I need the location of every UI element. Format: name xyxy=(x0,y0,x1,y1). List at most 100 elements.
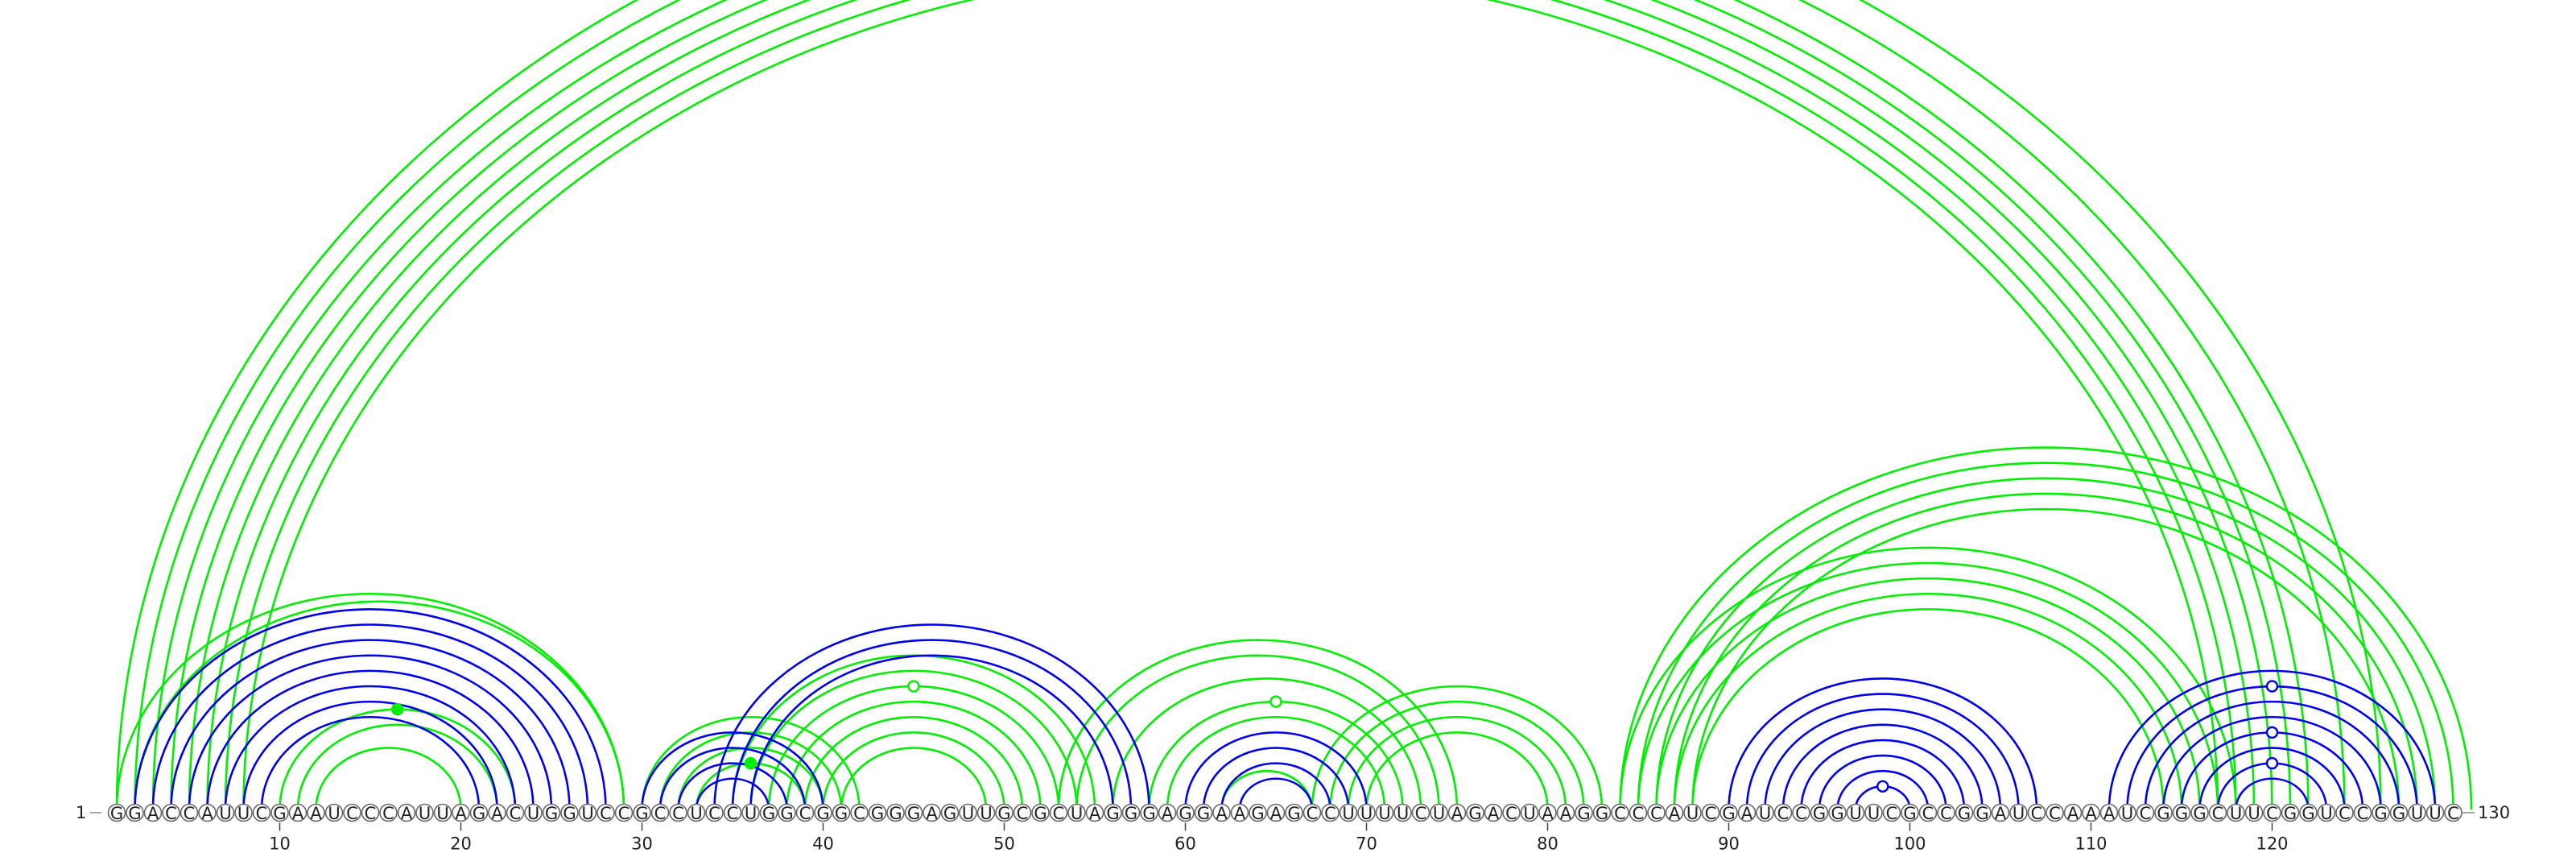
nucleotide-letter: A xyxy=(1162,804,1174,823)
nucleotide-letter: C xyxy=(1922,804,1934,823)
base-pair-arc xyxy=(1836,769,1930,810)
nucleotide-letter: U xyxy=(690,804,702,823)
highlight-markers xyxy=(391,680,2279,793)
nucleotide: U xyxy=(524,803,543,823)
base-pair-arc xyxy=(1637,462,2454,810)
base-pair-arc xyxy=(296,723,498,810)
nucleotide: C xyxy=(1411,803,1430,823)
nucleotide: G xyxy=(560,803,579,823)
base-pair-arc xyxy=(803,715,1024,810)
nucleotide-circle xyxy=(2444,803,2462,822)
nucleotide-circle xyxy=(2046,803,2064,822)
nucleotide-circle xyxy=(469,803,489,822)
nucleotide: G xyxy=(1810,803,1829,823)
nucleotide-circle xyxy=(1484,803,1503,822)
nucleotide: G xyxy=(995,803,1013,823)
nucleotide-letter: G xyxy=(1831,804,1843,823)
nucleotide-letter: C xyxy=(1705,804,1717,823)
nucleotide: C xyxy=(343,803,361,823)
nucleotide-circle xyxy=(252,803,271,822)
tick-label: 30 xyxy=(631,834,653,854)
nucleotide: G xyxy=(1140,803,1158,823)
tick-label: 60 xyxy=(1174,834,1196,854)
nucleotide-letter: A xyxy=(147,804,159,823)
nucleotide-letter: A xyxy=(1089,804,1101,823)
nucleotide-letter: U xyxy=(581,804,593,823)
arc-marker-dot xyxy=(1876,780,1889,793)
nucleotide-circle xyxy=(397,803,416,822)
nucleotide-letter: G xyxy=(1179,804,1191,823)
nucleotide-letter: C xyxy=(256,804,268,823)
nucleotide-circle xyxy=(1828,803,1847,822)
nucleotide: A xyxy=(1158,803,1177,823)
base-pair-arc xyxy=(641,715,861,810)
nucleotide: A xyxy=(198,803,217,823)
nucleotide-letter: C xyxy=(2031,804,2043,823)
nucleotide: G xyxy=(759,803,778,823)
nucleotide: G xyxy=(1828,803,1847,823)
nucleotide-circle xyxy=(633,803,651,822)
nucleotide-circle xyxy=(1937,803,1955,822)
nucleotide-letter: C xyxy=(2212,804,2224,823)
nucleotide-circle xyxy=(1973,803,1992,822)
nucleotide: U xyxy=(2118,803,2136,823)
nucleotide: U xyxy=(2408,803,2426,823)
tick-label: 80 xyxy=(1537,834,1558,854)
nucleotide-circle xyxy=(107,803,126,822)
nucleotide-letter: G xyxy=(1958,804,1971,823)
tick-label: 70 xyxy=(1356,834,1377,854)
tick-label: 50 xyxy=(993,834,1015,854)
nucleotide: A xyxy=(452,803,470,823)
nucleotide-circle xyxy=(687,803,706,822)
tick-label: 110 xyxy=(2074,834,2107,854)
nucleotide-circle xyxy=(2408,803,2426,822)
nucleotide-letter: U xyxy=(1868,804,1880,823)
nucleotide-circle xyxy=(1719,803,1738,822)
nucleotide-letter: A xyxy=(201,804,213,823)
base-pair-arc xyxy=(1075,654,1440,810)
nucleotide: G xyxy=(270,803,289,823)
nucleotide-letter: C xyxy=(2266,804,2278,823)
nucleotide-circle xyxy=(452,803,470,822)
nucleotide-circle xyxy=(506,803,525,822)
nucleotide-circle xyxy=(1411,803,1430,822)
nucleotide: C xyxy=(2046,803,2064,823)
nucleotide: U xyxy=(2244,803,2264,823)
nucleotide-circle xyxy=(940,803,960,822)
nucleotide-letter: G xyxy=(2301,804,2314,823)
nucleotide: A xyxy=(1737,803,1757,823)
nucleotide-circle xyxy=(2009,803,2028,822)
nucleotide-letter: A xyxy=(310,804,322,823)
nucleotide: C xyxy=(614,803,634,823)
nucleotide: U xyxy=(1520,803,1539,823)
nucleotide-circle xyxy=(234,803,253,822)
nucleotide-circle xyxy=(361,803,380,822)
nucleotide: A xyxy=(143,803,163,823)
tick-label: 10 xyxy=(269,834,291,854)
base-pair-arc xyxy=(677,762,788,810)
nucleotide: G xyxy=(2190,803,2209,823)
nucleotide-letter: A xyxy=(1234,804,1246,823)
nucleotide-letter: G xyxy=(1722,804,1735,823)
nucleotide-circle xyxy=(778,803,796,822)
nucleotide-letter: G xyxy=(110,804,123,823)
nucleotide: C xyxy=(1302,803,1322,823)
nucleotide: G xyxy=(542,803,561,823)
nucleotide-letter: A xyxy=(1741,804,1753,823)
nucleotide: C xyxy=(1647,803,1666,823)
nucleotide: G xyxy=(1194,803,1213,823)
nucleotide-circle xyxy=(2281,803,2300,822)
nucleotide: A xyxy=(2082,803,2100,823)
nucleotide: U xyxy=(1375,803,1394,823)
nucleotide-letter: C xyxy=(654,804,667,823)
nucleotide: A xyxy=(1538,803,1557,823)
nucleotide: A xyxy=(1447,803,1467,823)
nucleotide-circle xyxy=(1085,803,1104,822)
nucleotide-circle xyxy=(1864,803,1883,822)
nucleotide-letter: C xyxy=(1777,804,1790,823)
nucleotide-circle xyxy=(723,803,742,822)
nucleotide-letter: C xyxy=(184,804,196,823)
base-pair-arcs xyxy=(115,0,2473,810)
nucleotide-circle xyxy=(2027,803,2046,822)
nucleotide: U xyxy=(1864,803,1883,823)
